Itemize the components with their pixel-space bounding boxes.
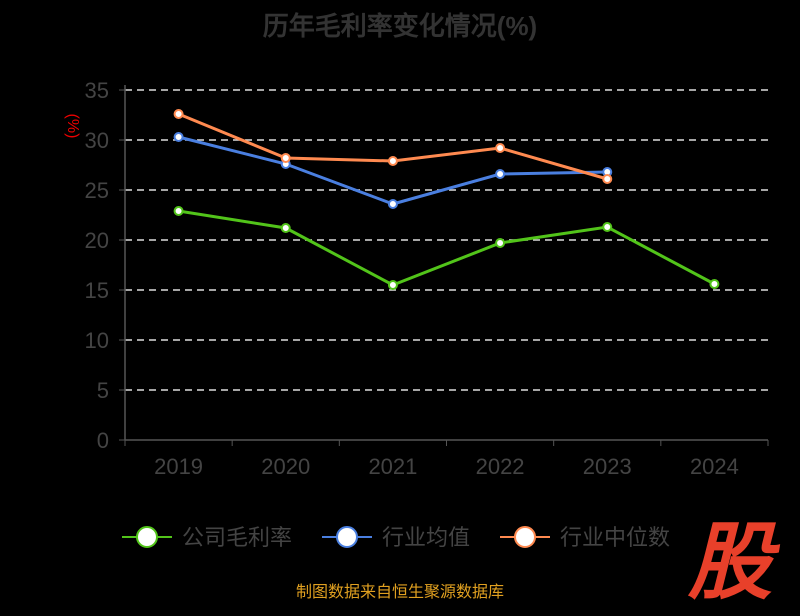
data-point [709, 279, 720, 289]
data-point [173, 132, 184, 142]
x-tick-label: 2022 [476, 454, 525, 479]
data-point [495, 169, 506, 179]
chart-title: 历年毛利率变化情况(%) [262, 11, 538, 41]
series-line [178, 135, 608, 206]
x-tick-label: 2021 [368, 454, 417, 479]
y-tick-label: 15 [85, 278, 109, 303]
logo: 股 [688, 515, 773, 609]
y-tick-label: 30 [85, 128, 109, 153]
y-tick-label: 35 [85, 78, 109, 103]
line-chart: 0 5 10 15 20 25 30 35 2019 2020 2021 2022 2023 2024 (%… [64, 78, 769, 550]
data-point [387, 280, 398, 290]
series-line [178, 112, 608, 181]
data-point [387, 199, 398, 209]
x-tick-label: 2019 [154, 454, 203, 479]
data-point [173, 206, 184, 216]
y-axis-label: (%) [64, 114, 81, 139]
x-tick-label: 2023 [583, 454, 632, 479]
y-tick-label: 0 [97, 428, 109, 453]
data-point [173, 109, 184, 119]
legend-marker [514, 526, 536, 548]
legend-marker [336, 526, 358, 548]
y-tick-label: 5 [97, 378, 109, 403]
y-tick-label: 25 [85, 178, 109, 203]
legend-marker [136, 526, 158, 548]
legend-label: 行业均值 [382, 525, 470, 550]
y-tick-label: 10 [85, 328, 109, 353]
data-point [280, 223, 291, 233]
y-tick-label: 20 [85, 228, 109, 253]
source-note: 制图数据来自恒生聚源数据库 [295, 584, 504, 601]
series-line [178, 209, 716, 287]
data-point [495, 238, 506, 248]
data-point [280, 153, 291, 163]
data-point [495, 143, 506, 153]
data-point [387, 156, 398, 166]
data-point [602, 222, 613, 232]
legend-label: 行业中位数 [560, 525, 670, 550]
chart-container: 历年毛利率变化情况(%) 0 5 10 15 20 25 30 35 2019 2020 2021 2… [64, 11, 772, 609]
x-tick-label: 2020 [261, 454, 310, 479]
data-point [602, 174, 613, 184]
x-tick-label: 2024 [690, 454, 739, 479]
legend-label: 公司毛利率 [182, 525, 292, 550]
